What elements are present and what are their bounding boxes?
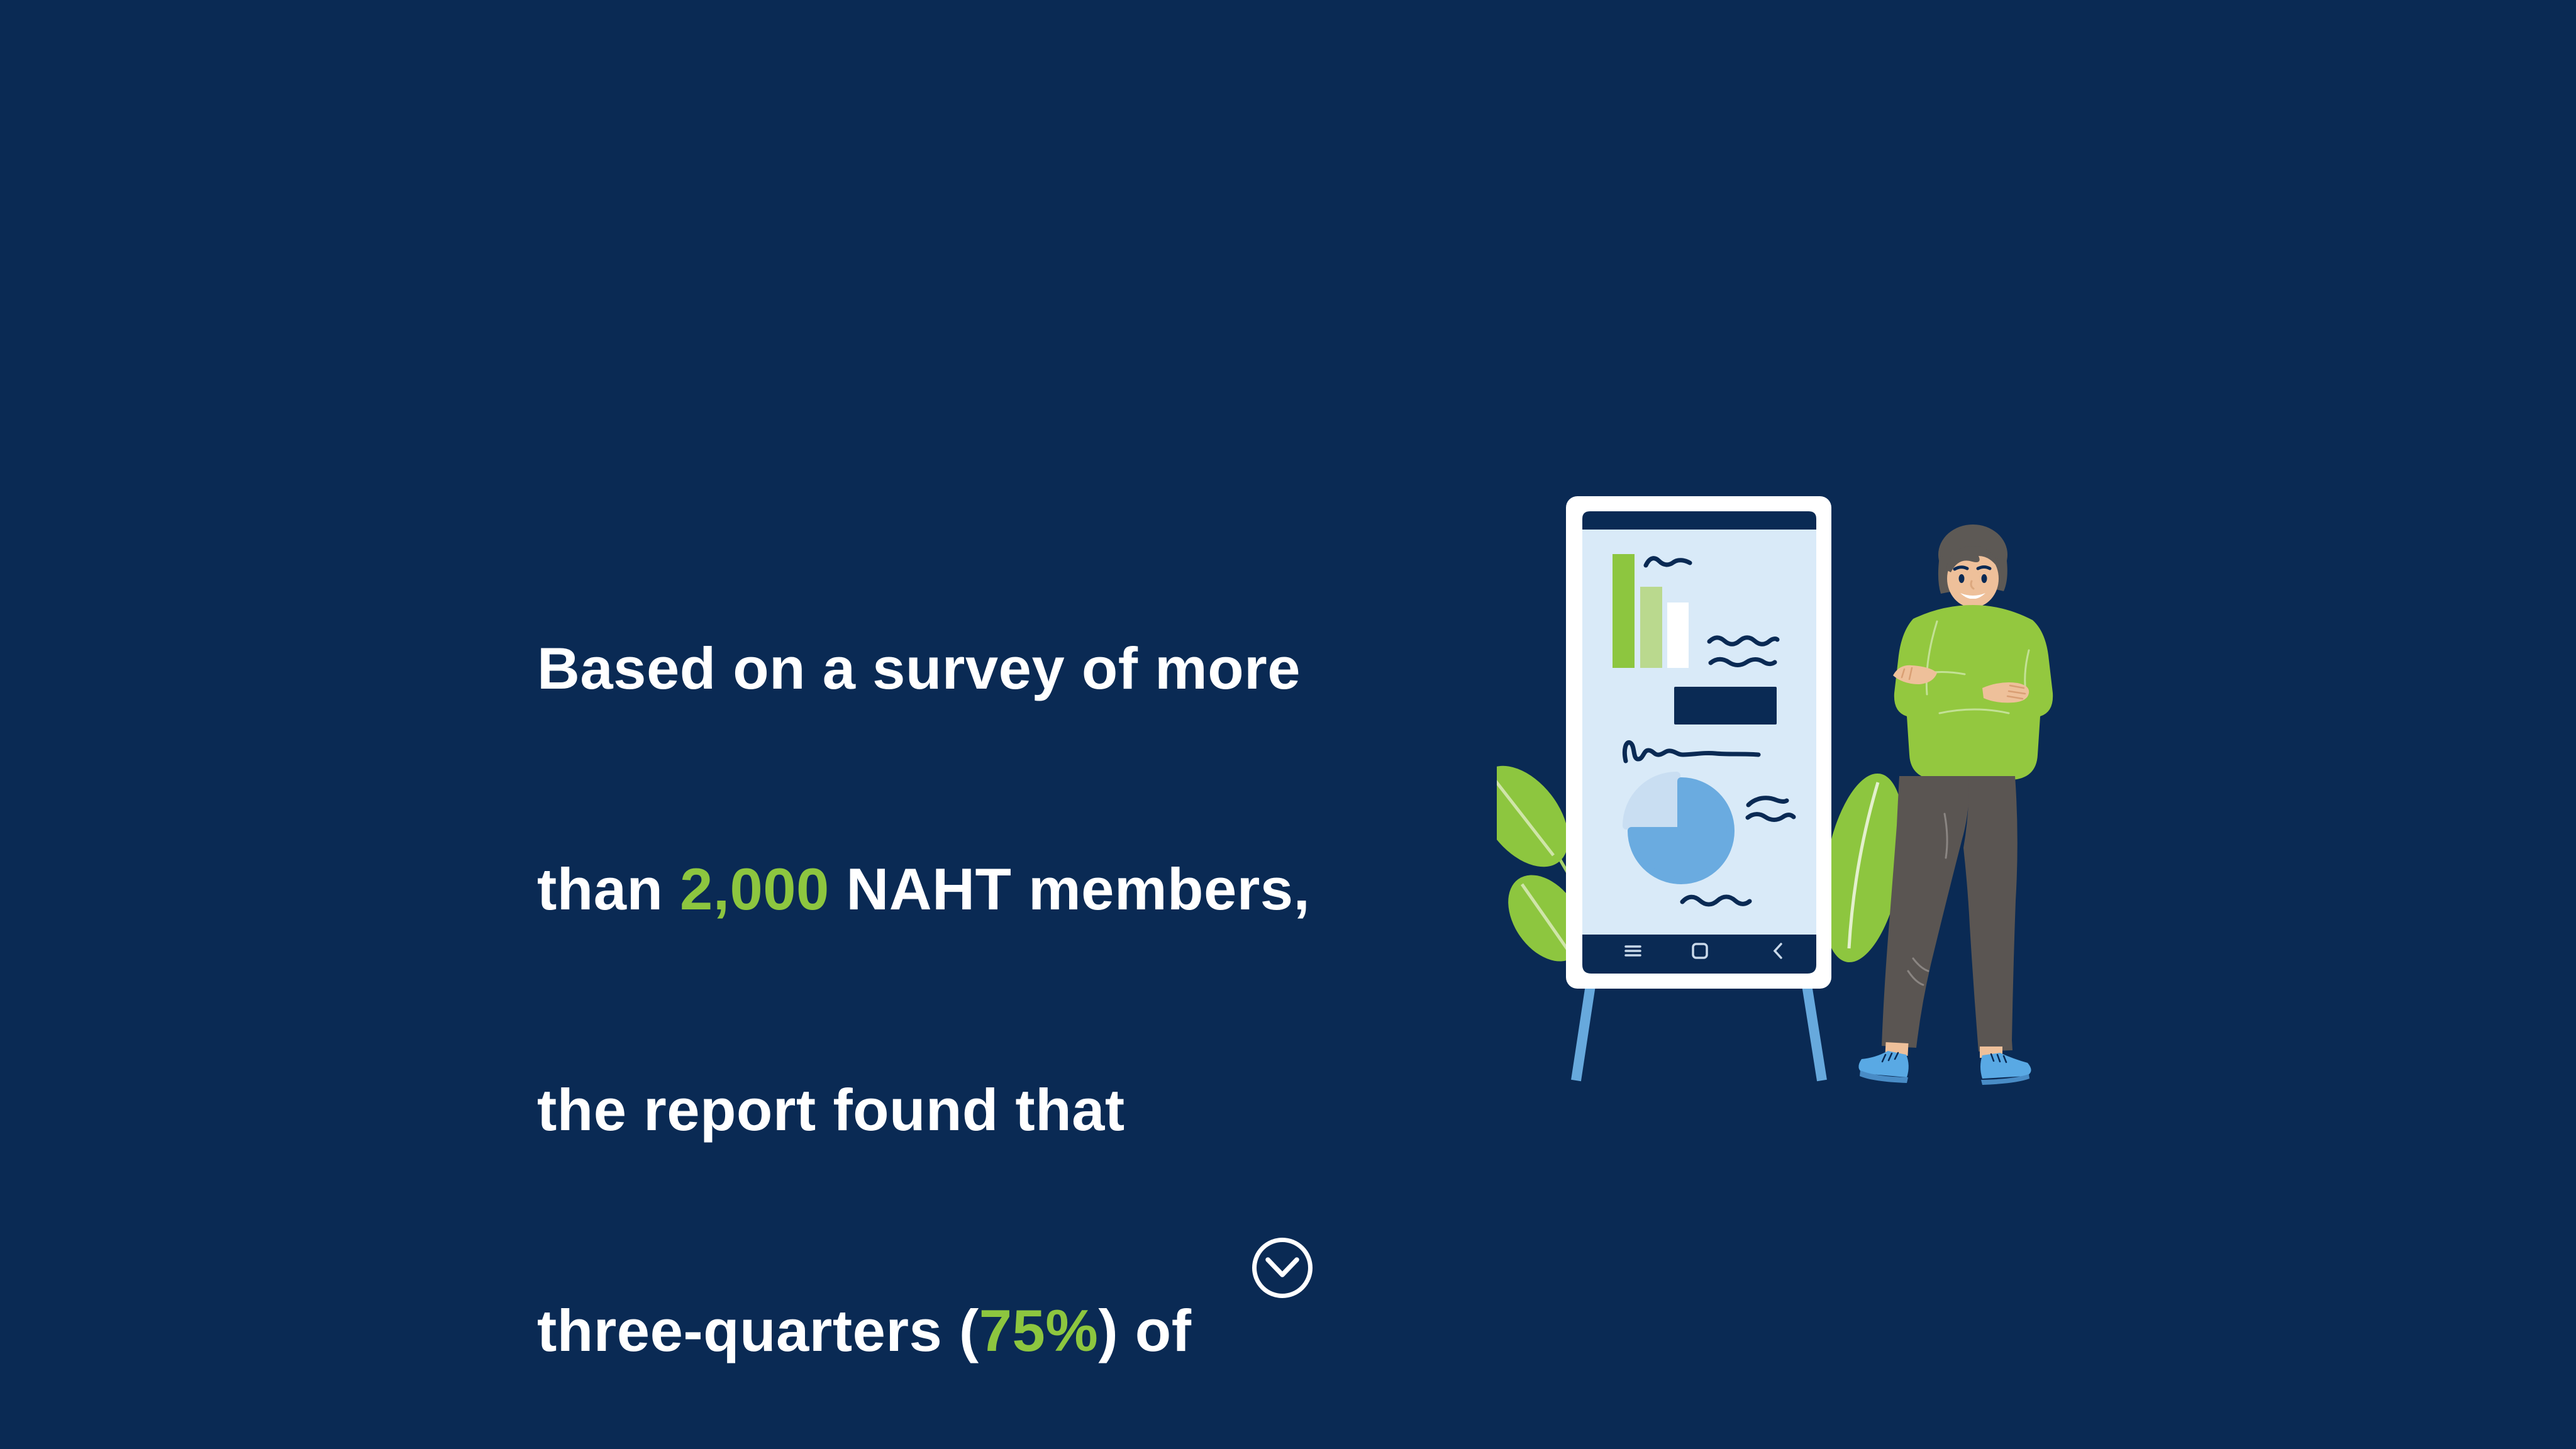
hamburger-menu-icon xyxy=(1624,945,1641,957)
text-line: Based on a survey of more xyxy=(537,631,1401,705)
plant-right xyxy=(1823,773,1904,963)
trousers xyxy=(1882,776,2018,1052)
handwritten-lines xyxy=(1622,556,1796,907)
text-segment: the report found that xyxy=(537,1077,1125,1143)
eye xyxy=(1981,574,1987,583)
nose xyxy=(1970,580,1975,590)
text-segment: NAHT members, xyxy=(829,856,1311,922)
screen-top-bar xyxy=(1582,511,1816,530)
highlight-number: 2,000 xyxy=(680,856,830,922)
statistic-statement: Based on a survey of more than 2,000 NAH… xyxy=(537,484,1401,1449)
hair-fringe xyxy=(1946,546,2000,572)
text-line: three-quarters (75%) of xyxy=(537,1294,1401,1367)
face xyxy=(1947,550,1999,608)
shoes xyxy=(1858,1051,2031,1085)
eyebrow xyxy=(1953,565,1969,571)
presenter-person xyxy=(1858,525,2053,1085)
flipchart-board xyxy=(1566,496,1831,989)
bar-chart-graphic xyxy=(1613,554,1689,668)
text-box-graphic xyxy=(1674,687,1777,724)
easel-legs xyxy=(1571,980,1827,1082)
person-head xyxy=(1938,525,2007,615)
flipchart-presenter-illustration xyxy=(1478,486,2075,1096)
eyebrow xyxy=(1976,565,1992,570)
chevron-down-icon xyxy=(1265,1257,1299,1277)
highlight-number: 75% xyxy=(979,1297,1099,1363)
home-button-icon xyxy=(1692,943,1708,959)
smile xyxy=(1960,593,1985,599)
text-segment: three-quarters ( xyxy=(537,1297,979,1363)
text-line: the report found that xyxy=(537,1073,1401,1146)
eye xyxy=(1958,574,1965,583)
plant-left xyxy=(1478,765,1587,967)
text-segment: than xyxy=(537,856,680,922)
pie-chart-graphic xyxy=(1623,772,1735,884)
back-chevron-icon xyxy=(1773,943,1782,959)
text-segment: ) of xyxy=(1098,1297,1192,1363)
text-segment: Based on a survey of more xyxy=(537,635,1301,701)
screen-nav-bar xyxy=(1582,935,1816,974)
text-line: than 2,000 NAHT members, xyxy=(537,852,1401,926)
sweater xyxy=(1893,605,2053,780)
scroll-down-button[interactable] xyxy=(1252,1238,1313,1298)
